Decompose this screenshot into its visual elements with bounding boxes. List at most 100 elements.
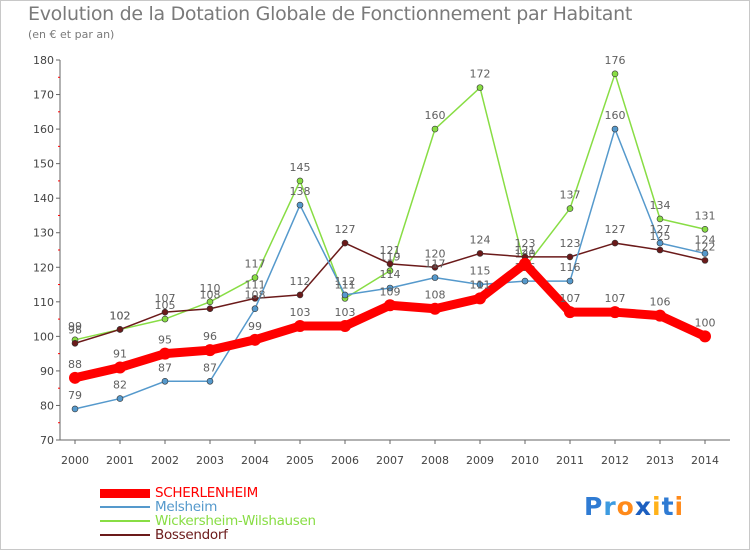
data-point-melsheim [386,284,394,292]
y-tick-label: 150 [33,158,54,171]
data-label-wickersheim-wilshausen: 99 [68,320,82,333]
x-tick-label: 2012 [601,454,629,467]
logo-letter: P [584,492,604,521]
x-tick-label: 2004 [241,454,269,467]
data-label-bossendorf: 122 [695,240,716,253]
data-point-bossendorf [476,250,484,257]
data-label-melsheim: 117 [425,258,446,271]
legend-label-bossendorf: Bossendorf [155,527,228,543]
line-chart: 70 80 90 100 110 120 130 140 150 160 170 180 2000 200… [33,54,730,467]
data-label-wickersheim-wilshausen: 119 [380,251,401,264]
chart-title: Evolution de la Dotation Globale de Fonc… [28,3,633,25]
data-label-melsheim: 87 [203,361,217,374]
legend-label-melsheim: Melsheim [155,499,218,515]
data-point-scherlenheim [204,344,216,357]
data-label-bossendorf: 107 [155,292,176,305]
data-label-melsheim: 108 [245,289,266,302]
x-tick-label: 2005 [286,454,314,467]
chart-subtitle: (en € et par an) [28,28,115,41]
data-point-scherlenheim [294,320,306,332]
logo-letter: i [652,492,662,521]
data-point-wickersheim-wilshausen [386,267,394,275]
data-label-scherlenheim: 111 [470,278,491,291]
data-point-scherlenheim [159,347,171,360]
x-tick-label: 2001 [106,454,134,467]
logo-letter: x [634,492,652,521]
data-label-melsheim: 112 [335,275,356,288]
legend-label-wickersheim-wilshausen: Wickersheim-Wilshausen [155,513,316,529]
data-label-wickersheim-wilshausen: 117 [245,258,266,271]
data-label-bossendorf: 121 [380,244,401,257]
data-point-scherlenheim [564,306,576,319]
data-label-melsheim: 116 [560,261,581,274]
x-tick-label: 2007 [376,454,404,467]
data-label-bossendorf: 112 [290,275,311,288]
legend-swatch-scherlenheim [100,489,150,498]
data-label-scherlenheim: 100 [695,316,716,329]
data-point-melsheim [431,274,439,281]
logo-letter: t [661,492,675,521]
x-tick-label: 2011 [556,454,584,467]
data-point-scherlenheim [339,320,351,332]
legend-swatch-melsheim [100,506,150,508]
legend-swatch-wickersheim-wilshausen [100,520,150,522]
y-tick-label: 90 [40,365,54,378]
x-tick-label: 2013 [646,454,674,467]
data-point-melsheim [611,125,619,133]
data-label-melsheim: 124 [695,233,716,246]
data-point-bossendorf [656,246,664,254]
data-point-scherlenheim [474,292,486,305]
x-tick-label: 2003 [196,454,224,467]
data-point-scherlenheim [519,257,531,270]
data-point-scherlenheim [609,306,621,319]
data-label-melsheim: 87 [158,361,172,374]
data-label-scherlenheim: 88 [68,358,82,371]
data-point-bossendorf [116,326,124,333]
data-label-scherlenheim: 91 [113,347,127,360]
data-label-scherlenheim: 109 [380,285,401,298]
data-point-bossendorf [161,308,169,316]
data-label-bossendorf: 120 [425,247,446,260]
data-point-bossendorf [701,257,709,264]
data-label-scherlenheim: 103 [290,306,311,319]
data-point-wickersheim-wilshausen [251,274,259,281]
data-label-bossendorf: 123 [515,237,536,250]
legend-swatch-bossendorf [100,534,150,536]
data-label-melsheim: 127 [650,223,671,236]
data-point-bossendorf [206,305,214,313]
data-label-wickersheim-wilshausen: 134 [650,199,671,212]
data-point-wickersheim-wilshausen [476,84,484,91]
data-label-scherlenheim: 121 [515,244,536,257]
data-label-bossendorf: 98 [68,323,82,336]
data-point-scherlenheim [429,302,441,315]
data-point-melsheim [566,277,574,285]
data-label-bossendorf: 111 [245,278,266,291]
logo-letter: i [674,492,685,521]
logo-letter: r [603,492,617,521]
data-point-melsheim [206,377,214,385]
data-point-bossendorf [296,291,304,299]
data-point-bossendorf [386,260,394,268]
data-point-bossendorf [566,253,574,261]
data-point-wickersheim-wilshausen [566,205,574,212]
data-label-bossendorf: 102 [110,309,131,322]
data-point-melsheim [161,377,169,385]
y-tick-label: 130 [33,227,54,240]
data-label-melsheim: 114 [380,268,401,281]
data-label-melsheim: 82 [113,379,127,392]
proxiti-logo: Proxiti [584,492,684,521]
data-point-wickersheim-wilshausen [656,215,664,223]
data-label-scherlenheim: 107 [605,292,626,305]
x-tick-label: 2002 [151,454,179,467]
y-tick-label: 100 [33,330,54,343]
data-label-wickersheim-wilshausen: 105 [155,299,176,312]
data-label-bossendorf: 127 [605,223,626,236]
data-point-wickersheim-wilshausen [161,315,169,323]
legend-label-scherlenheim: SCHERLENHEIM [155,485,258,501]
data-label-wickersheim-wilshausen: 102 [110,309,131,322]
data-label-wickersheim-wilshausen: 176 [605,54,626,67]
data-point-melsheim [656,239,664,247]
data-point-wickersheim-wilshausen [296,177,304,185]
data-point-melsheim [71,405,79,413]
x-tick-label: 2014 [691,454,719,467]
